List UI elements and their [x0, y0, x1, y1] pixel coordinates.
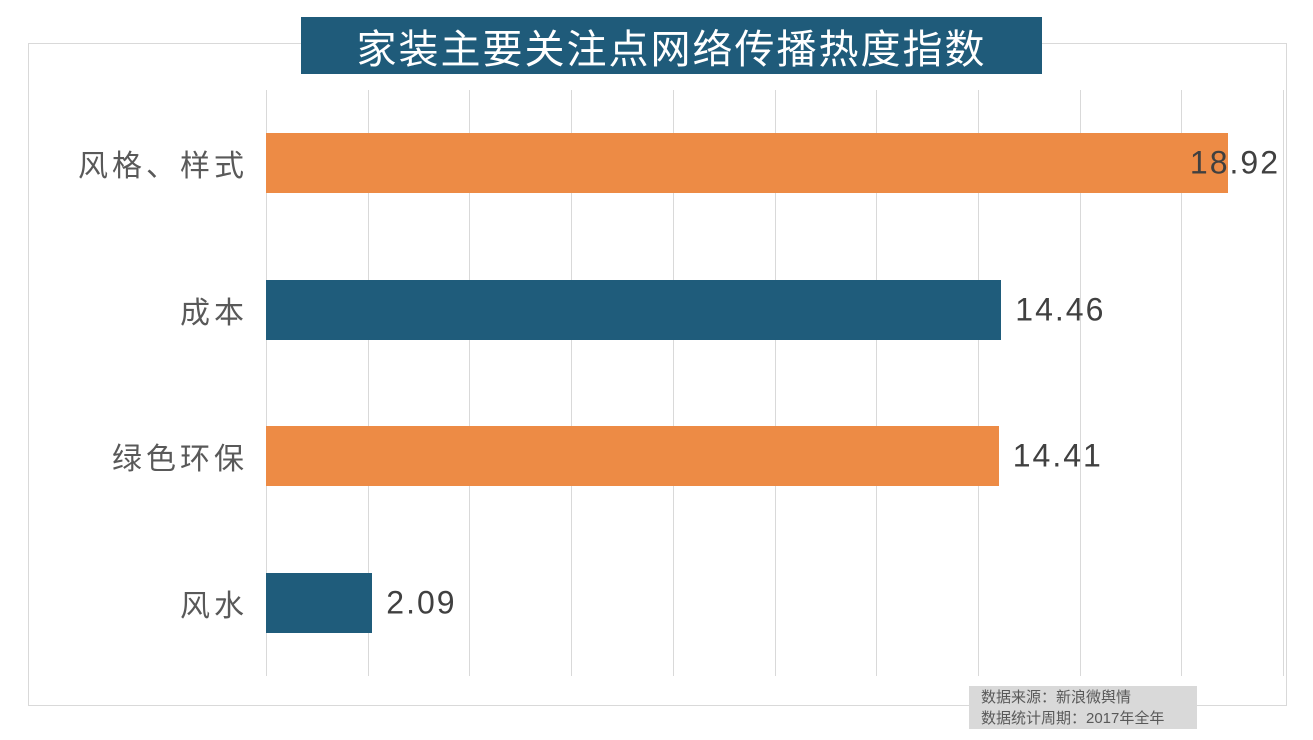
source-line: 数据来源：新浪微舆情 [981, 689, 1132, 706]
gridline [266, 90, 267, 676]
bar-fenggeyangshi [266, 133, 1229, 194]
bar-row-fengshui: 风水 2.09 [0, 530, 1313, 677]
gridline [1079, 90, 1081, 676]
gridline [774, 90, 776, 676]
period-line: 数据统计周期：2017年全年 [981, 710, 1165, 727]
bar-chengben [266, 279, 1002, 340]
gridline [469, 90, 471, 676]
value-label: 18.92 [1189, 144, 1280, 181]
gridline [1181, 90, 1183, 676]
value-label: 14.41 [1012, 437, 1103, 474]
gridline [672, 90, 674, 676]
gridline [977, 90, 979, 676]
gridline [1283, 90, 1284, 676]
gridline [571, 90, 573, 676]
bar-row-chengben: 成本 14.46 [0, 237, 1313, 384]
bar-fengshui [266, 572, 373, 633]
chart-title: 家装主要关注点网络传播热度指数 [356, 27, 987, 72]
category-label: 风格、样式 [78, 150, 248, 184]
bar-lvsehuanbao [266, 426, 999, 487]
gridline [367, 90, 369, 676]
bar-row-lvsehuanbao: 绿色环保 14.41 [0, 383, 1313, 530]
value-label: 14.46 [1015, 291, 1106, 328]
category-label: 风水 [180, 589, 248, 623]
bar-row-fenggeyangshi: 风格、样式 18.92 [0, 90, 1313, 237]
source-note: 数据来源：新浪微舆情 数据统计周期：2017年全年 [969, 686, 1197, 729]
bar-rows: 风格、样式 18.92 成本 14.46 绿色环保 14.41 风水 2.09 [0, 90, 1313, 676]
plot-area [266, 90, 1284, 676]
category-label: 绿色环保 [112, 443, 248, 477]
chart-title-banner: 家装主要关注点网络传播热度指数 [301, 17, 1042, 74]
category-label: 成本 [180, 296, 248, 330]
gridline [876, 90, 878, 676]
value-label: 2.09 [386, 584, 457, 621]
